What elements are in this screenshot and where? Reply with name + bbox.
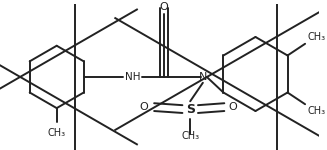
Text: O: O [160, 2, 168, 12]
Text: CH₃: CH₃ [181, 130, 199, 141]
Text: CH₃: CH₃ [307, 32, 325, 42]
Text: NH: NH [125, 72, 140, 82]
Text: CH₃: CH₃ [48, 128, 66, 138]
Text: CH₃: CH₃ [307, 106, 325, 116]
Text: N: N [199, 72, 207, 82]
Text: S: S [186, 103, 195, 116]
Text: O: O [228, 102, 237, 112]
Text: O: O [140, 102, 148, 112]
